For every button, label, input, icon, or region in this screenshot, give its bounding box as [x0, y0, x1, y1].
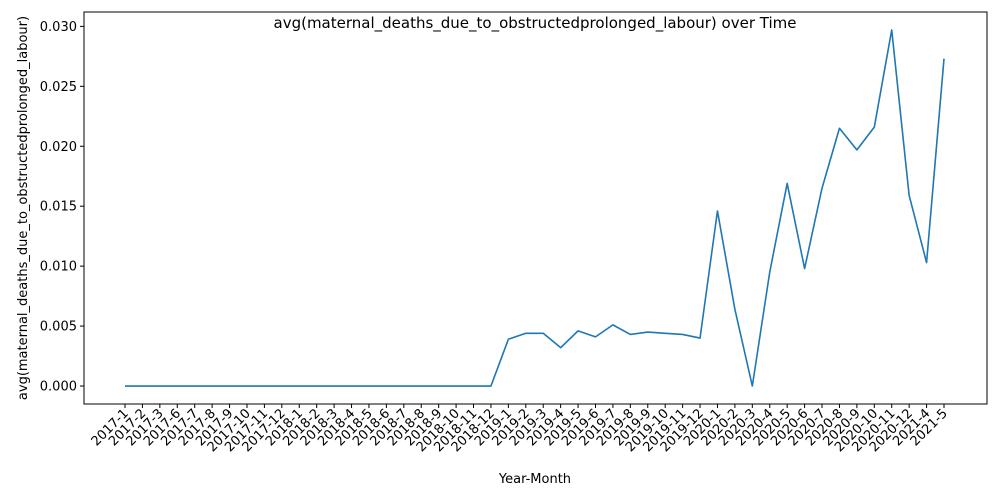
y-axis-label: avg(maternal_deaths_due_to_obstructedpro… — [16, 16, 31, 400]
y-tick-label: 0.020 — [40, 140, 77, 155]
y-tick-label: 0.030 — [40, 20, 77, 35]
x-axis-label: Year-Month — [498, 472, 571, 487]
series-line — [125, 29, 945, 387]
plot-frame — [83, 11, 988, 405]
y-tick-label: 0.010 — [40, 260, 77, 275]
y-tick-label: 0.005 — [40, 320, 77, 335]
x-axis-ticks: 2017-12017-22017-32017-62017-72017-82017… — [89, 404, 951, 455]
y-tick-label: 0.000 — [40, 380, 77, 395]
y-axis-ticks: 0.000 0.005 0.010 0.015 0.020 0.025 0.030 — [40, 20, 84, 395]
chart-title: avg(maternal_deaths_due_to_obstructedpro… — [274, 14, 797, 33]
y-tick-label: 0.015 — [40, 200, 77, 215]
y-tick-label: 0.025 — [40, 80, 77, 95]
